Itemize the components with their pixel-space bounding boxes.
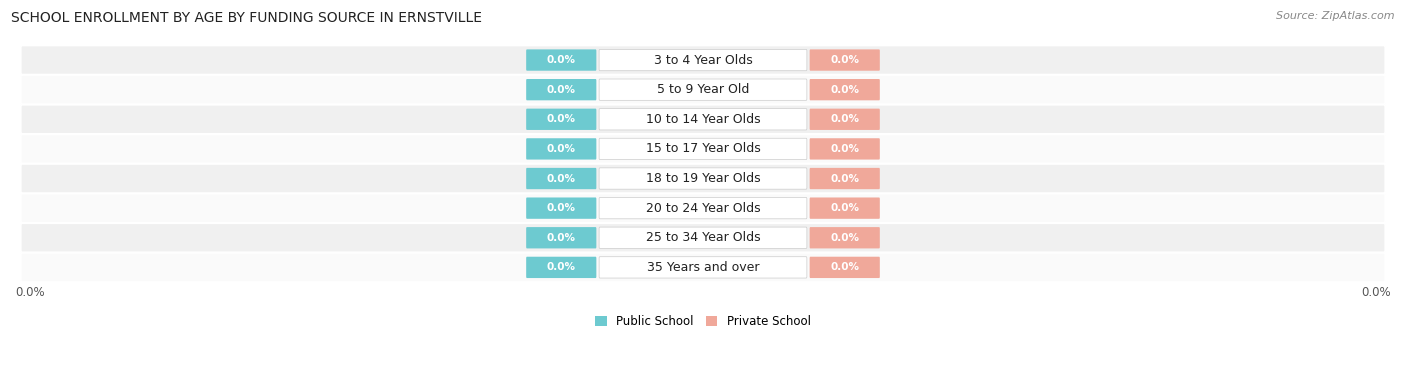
FancyBboxPatch shape bbox=[599, 168, 807, 189]
FancyBboxPatch shape bbox=[526, 257, 596, 278]
Text: 0.0%: 0.0% bbox=[547, 144, 576, 154]
Text: 25 to 34 Year Olds: 25 to 34 Year Olds bbox=[645, 231, 761, 244]
Text: 35 Years and over: 35 Years and over bbox=[647, 261, 759, 274]
FancyBboxPatch shape bbox=[21, 135, 1385, 163]
FancyBboxPatch shape bbox=[810, 227, 880, 248]
Text: 0.0%: 0.0% bbox=[830, 55, 859, 65]
FancyBboxPatch shape bbox=[599, 197, 807, 219]
FancyBboxPatch shape bbox=[599, 227, 807, 248]
FancyBboxPatch shape bbox=[599, 79, 807, 100]
FancyBboxPatch shape bbox=[599, 257, 807, 278]
Text: 0.0%: 0.0% bbox=[830, 144, 859, 154]
FancyBboxPatch shape bbox=[526, 227, 596, 248]
Text: 0.0%: 0.0% bbox=[547, 55, 576, 65]
Legend: Public School, Private School: Public School, Private School bbox=[595, 315, 811, 328]
FancyBboxPatch shape bbox=[810, 108, 880, 130]
Text: 18 to 19 Year Olds: 18 to 19 Year Olds bbox=[645, 172, 761, 185]
FancyBboxPatch shape bbox=[599, 50, 807, 71]
FancyBboxPatch shape bbox=[810, 79, 880, 100]
FancyBboxPatch shape bbox=[21, 223, 1385, 252]
FancyBboxPatch shape bbox=[526, 50, 596, 71]
Text: 0.0%: 0.0% bbox=[830, 114, 859, 124]
Text: 0.0%: 0.0% bbox=[547, 233, 576, 243]
Text: 0.0%: 0.0% bbox=[547, 85, 576, 94]
Text: 0.0%: 0.0% bbox=[547, 203, 576, 213]
FancyBboxPatch shape bbox=[526, 138, 596, 160]
FancyBboxPatch shape bbox=[810, 50, 880, 71]
Text: 3 to 4 Year Olds: 3 to 4 Year Olds bbox=[654, 54, 752, 67]
FancyBboxPatch shape bbox=[526, 197, 596, 219]
Text: 0.0%: 0.0% bbox=[1361, 286, 1391, 299]
Text: 0.0%: 0.0% bbox=[830, 262, 859, 273]
Text: SCHOOL ENROLLMENT BY AGE BY FUNDING SOURCE IN ERNSTVILLE: SCHOOL ENROLLMENT BY AGE BY FUNDING SOUR… bbox=[11, 11, 482, 25]
FancyBboxPatch shape bbox=[21, 194, 1385, 223]
Text: 10 to 14 Year Olds: 10 to 14 Year Olds bbox=[645, 113, 761, 126]
Text: 0.0%: 0.0% bbox=[547, 114, 576, 124]
FancyBboxPatch shape bbox=[810, 168, 880, 189]
FancyBboxPatch shape bbox=[599, 138, 807, 160]
Text: 0.0%: 0.0% bbox=[15, 286, 45, 299]
FancyBboxPatch shape bbox=[526, 108, 596, 130]
FancyBboxPatch shape bbox=[526, 168, 596, 189]
FancyBboxPatch shape bbox=[810, 197, 880, 219]
FancyBboxPatch shape bbox=[21, 164, 1385, 193]
Text: Source: ZipAtlas.com: Source: ZipAtlas.com bbox=[1277, 11, 1395, 21]
Text: 20 to 24 Year Olds: 20 to 24 Year Olds bbox=[645, 201, 761, 215]
Text: 5 to 9 Year Old: 5 to 9 Year Old bbox=[657, 83, 749, 96]
FancyBboxPatch shape bbox=[21, 75, 1385, 104]
FancyBboxPatch shape bbox=[21, 253, 1385, 282]
Text: 0.0%: 0.0% bbox=[830, 85, 859, 94]
FancyBboxPatch shape bbox=[599, 108, 807, 130]
FancyBboxPatch shape bbox=[526, 79, 596, 100]
Text: 0.0%: 0.0% bbox=[830, 233, 859, 243]
FancyBboxPatch shape bbox=[810, 138, 880, 160]
Text: 0.0%: 0.0% bbox=[547, 174, 576, 184]
Text: 0.0%: 0.0% bbox=[830, 203, 859, 213]
Text: 15 to 17 Year Olds: 15 to 17 Year Olds bbox=[645, 143, 761, 155]
FancyBboxPatch shape bbox=[21, 45, 1385, 74]
FancyBboxPatch shape bbox=[21, 105, 1385, 134]
Text: 0.0%: 0.0% bbox=[547, 262, 576, 273]
Text: 0.0%: 0.0% bbox=[830, 174, 859, 184]
FancyBboxPatch shape bbox=[810, 257, 880, 278]
